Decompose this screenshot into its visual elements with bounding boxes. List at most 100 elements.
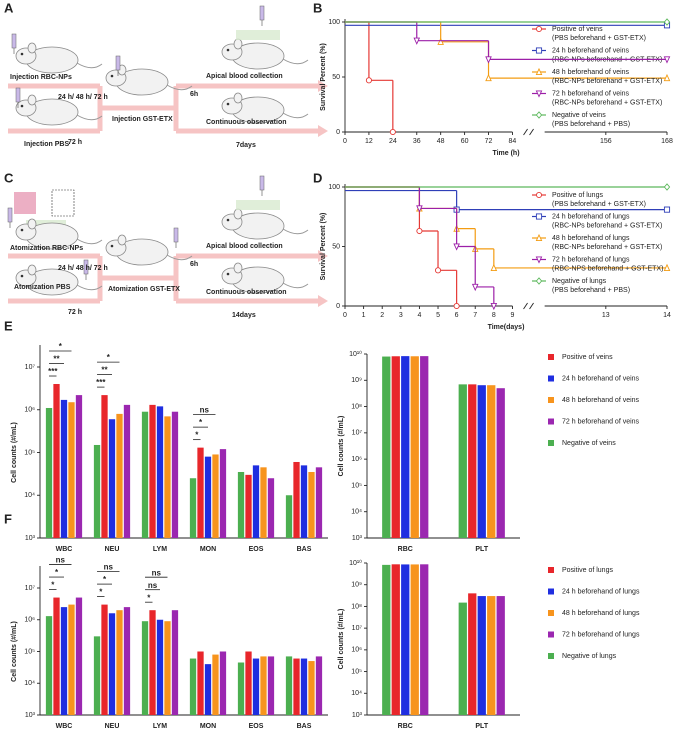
schematic-c: Atomization RBC-NPs 24 h/ 48 h/ 72 h Ato… <box>7 175 328 319</box>
marker <box>453 302 460 310</box>
bar <box>93 444 101 538</box>
bar <box>123 607 131 715</box>
marker <box>535 277 543 285</box>
bar <box>45 407 53 538</box>
bar <box>219 651 227 715</box>
x-tick-label: RBC <box>398 723 413 730</box>
legend-label: 48 h beforehand of lungs <box>562 610 640 617</box>
bar <box>204 456 212 538</box>
bar <box>293 461 300 538</box>
legend-label: 48 h beforehand of veins <box>552 69 630 76</box>
interval-label: 6h <box>190 261 198 268</box>
y-tick-label: 10⁶ <box>351 647 362 654</box>
step-label: Atomization RBC-NPs <box>10 245 83 252</box>
bar <box>60 399 68 538</box>
bar <box>315 656 323 715</box>
bar <box>53 384 60 538</box>
x-tick-label: PLT <box>475 723 488 730</box>
bar <box>204 664 212 715</box>
significance-label: * <box>55 568 59 577</box>
legend-swatch <box>548 610 554 616</box>
bar <box>401 356 410 538</box>
x-tick-label: MON <box>200 723 216 730</box>
panel-label: B <box>313 0 322 15</box>
y-tick-label: 10⁷ <box>352 625 363 632</box>
syringe <box>11 33 17 55</box>
step-label: Injection RBC-NPs <box>10 74 72 81</box>
lung-icon <box>14 192 36 214</box>
y-tick-label: 10¹⁰ <box>349 559 362 567</box>
y-tick-label: 0 <box>336 303 340 310</box>
y-tick-label: 10⁵ <box>24 449 35 456</box>
y-tick-label: 10⁶ <box>24 617 35 624</box>
x-tick-label: 0 <box>343 138 347 145</box>
bar <box>487 385 496 538</box>
panel-label: F <box>4 511 12 526</box>
bar <box>382 356 391 538</box>
y-tick-label: 100 <box>328 184 340 191</box>
bar <box>496 596 505 715</box>
step-label: Injection PBS <box>24 141 69 148</box>
y-tick-label: 10⁷ <box>25 585 36 592</box>
legend-label: 72 h beforehand of veins <box>562 418 640 425</box>
legend-label: 24 h beforehand of lungs <box>562 588 640 595</box>
x-tick-label: 60 <box>461 138 469 145</box>
mouse <box>15 42 103 74</box>
marker <box>490 263 498 271</box>
bar <box>171 610 179 715</box>
marker <box>535 47 543 54</box>
y-tick-label: 50 <box>332 243 340 250</box>
duration-label: 14days <box>232 312 256 319</box>
bar <box>260 656 267 715</box>
legend-swatch <box>548 567 554 573</box>
x-tick-label: LYM <box>153 723 167 730</box>
bar <box>458 384 467 538</box>
bar <box>293 658 300 715</box>
y-tick-label: 10⁶ <box>351 456 362 463</box>
bar <box>420 564 429 715</box>
x-tick-label: 0 <box>343 312 347 319</box>
marker <box>535 213 543 220</box>
y-tick-label: 10³ <box>352 712 363 719</box>
bar <box>197 651 204 715</box>
interval-label: 24 h/ 48 h/ 72 h <box>58 94 108 101</box>
bar <box>496 388 505 538</box>
significance-label: * <box>59 342 63 351</box>
bar <box>237 471 245 538</box>
legend-label: 72 h beforehand of veins <box>552 90 630 97</box>
zoom-box <box>51 189 75 217</box>
bar <box>401 564 410 715</box>
legend-condition: (RBC-NPs beforehand + GST-ETX) <box>552 244 662 251</box>
bar <box>108 613 116 715</box>
interval-label: 6h <box>190 91 198 98</box>
interval-label: 24 h/ 48 h/ 72 h <box>58 265 108 272</box>
y-tick-label: 10⁵ <box>351 668 362 675</box>
x-tick-label: 72 <box>485 138 493 145</box>
y-axis-label: Survival Percent (%) <box>320 43 327 111</box>
panel-label: D <box>313 170 322 185</box>
marker <box>365 77 372 84</box>
marker <box>453 243 460 251</box>
significance-label: * <box>147 593 151 602</box>
bar <box>116 610 123 715</box>
outcome-label: Apical blood collection <box>206 73 283 80</box>
panel-label: E <box>4 318 13 333</box>
syringe <box>259 5 265 27</box>
legend-label: Negative of lungs <box>562 653 617 660</box>
y-tick-label: 10³ <box>25 712 36 719</box>
x-tick-label: LYM <box>153 546 167 553</box>
x-tick-label: 5 <box>436 312 440 319</box>
y-axis-label: Cell counts (#/mL) <box>11 422 18 483</box>
x-tick-label: BAS <box>297 546 312 553</box>
marker <box>663 18 671 26</box>
significance-label: * <box>107 353 111 362</box>
bar <box>410 564 419 715</box>
outcome-label: Continuous observation <box>206 289 287 296</box>
significance-label: ** <box>101 366 108 375</box>
bar <box>75 395 83 538</box>
x-tick-label: 168 <box>661 138 673 145</box>
bar <box>189 658 197 715</box>
x-tick-label: 48 <box>437 138 445 145</box>
bar <box>141 621 149 715</box>
